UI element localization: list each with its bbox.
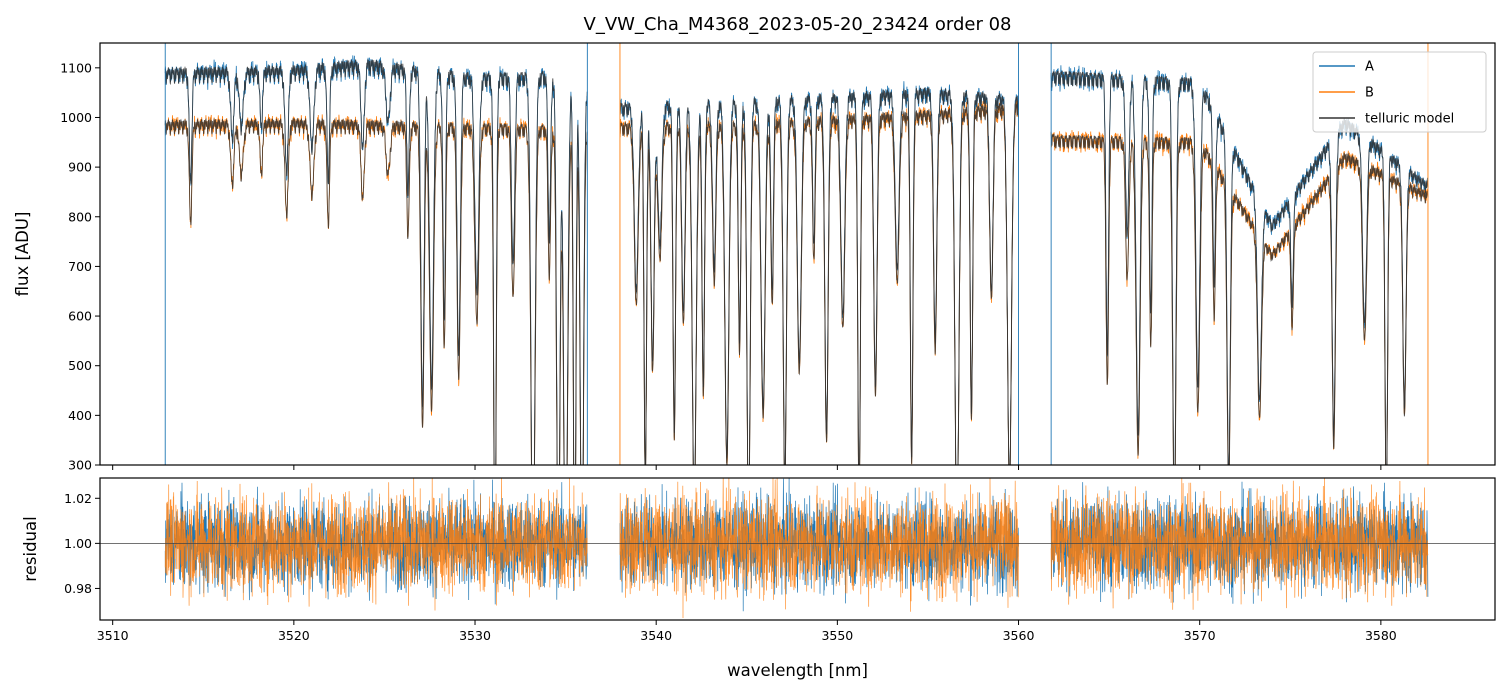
y-tick-label: 1000 [60,110,92,125]
legend-label-a: A [1365,60,1374,75]
y-tick-label: 600 [68,309,92,324]
x-tick-label: 3550 [821,628,853,643]
telluric-model-line-a [164,59,1429,465]
x-tick-label: 3520 [278,628,310,643]
y-tick-label: 1.02 [64,491,92,506]
x-tick-label: 3530 [459,628,491,643]
y-tick-label: 300 [68,458,92,473]
legend-label-b: B [1365,86,1374,101]
y-tick-label: 900 [68,160,92,175]
x-tick-label: 3540 [640,628,672,643]
flux-panel: 300 400 500 600 700 800 900 1000 1100 flux [ADU]… [13,42,1496,473]
y-tick-label: 800 [68,209,92,224]
residual-panel: 0.98 1.00 1.02 3510 3520 3530 3540 3550 3560 357… [21,477,1496,680]
x-axis-label: wavelength [nm] [727,661,868,680]
flux-y-ticks: 300 400 500 600 700 800 900 1000 1100 [60,60,100,473]
legend-box [1312,51,1487,133]
chart-title: V_VW_Cha_M4368_2023-05-20_23424 order 08 [584,14,1012,35]
y-tick-label: 1.00 [64,536,92,551]
y-tick-label: 400 [68,408,92,423]
y-tick-label: 500 [68,358,92,373]
legend-label-telluric-model: telluric model [1365,112,1454,127]
y-tick-label: 1100 [60,60,92,75]
residual-axes-frame [99,477,1496,621]
y-tick-label: 0.98 [64,581,92,596]
telluric-model-line-b [164,103,1429,465]
flux-axes-frame [99,42,1496,466]
residual-plot-area [100,478,1495,619]
residual-y-ticks: 0.98 1.00 1.02 [64,491,100,596]
x-tick-label: 3570 [1184,628,1216,643]
x-tick-label: 3580 [1365,628,1397,643]
flux-x-ticks [112,465,1382,470]
x-tick-label: 3560 [1003,628,1035,643]
y-tick-label: 700 [68,259,92,274]
residual-y-axis-label: residual [21,516,40,581]
flux-plot-area [164,43,1429,465]
legend: A B telluric model [1312,51,1487,133]
x-tick-label: 3510 [97,628,129,643]
residual-b-line [164,478,1429,619]
flux-y-axis-label: flux [ADU] [13,212,32,297]
residual-x-ticks: 3510 3520 3530 3540 3550 3560 3570 3580 [97,620,1397,643]
